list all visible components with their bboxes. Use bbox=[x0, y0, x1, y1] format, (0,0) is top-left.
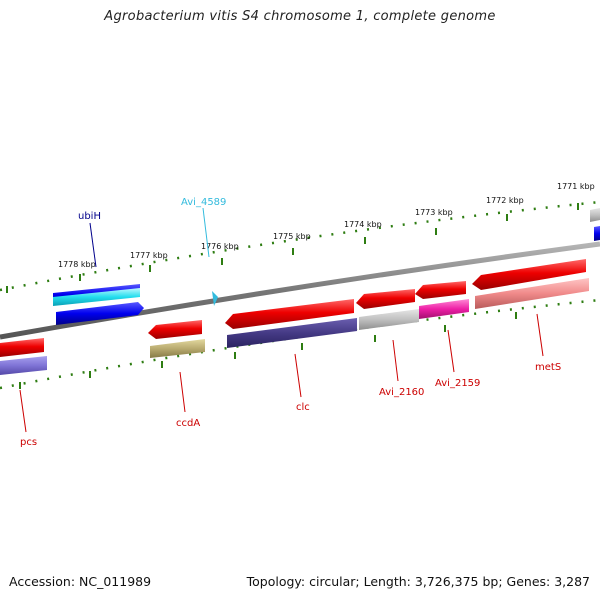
edge-gray-feature[interactable] bbox=[590, 208, 600, 222]
gene-leader-lines bbox=[19, 207, 544, 433]
avi-2159-gene-feature[interactable] bbox=[415, 281, 466, 299]
kbp-label-1778: 1778 kbp bbox=[58, 260, 96, 269]
gene-label-avi-2160[interactable]: Avi_2160 bbox=[379, 387, 424, 398]
cyan-gene-feature[interactable] bbox=[53, 288, 140, 306]
left-red-gene-feature[interactable] bbox=[0, 338, 44, 357]
kbp-tick-labels: 1778 kbp 1777 kbp 1776 kbp 1775 kbp 1774… bbox=[58, 182, 595, 269]
avi-2159-partner-feature[interactable] bbox=[419, 299, 469, 319]
ccdA-gene-feature[interactable] bbox=[148, 320, 202, 339]
avi-2160-gene-feature[interactable] bbox=[356, 289, 415, 309]
gene-label-pcs[interactable]: pcs bbox=[20, 437, 37, 448]
metS-gene-feature[interactable] bbox=[472, 259, 586, 290]
genome-backbone bbox=[0, 241, 600, 340]
ccdA-partner-feature[interactable] bbox=[150, 339, 205, 358]
outer-tick-ring bbox=[0, 200, 600, 292]
clc-partner-feature[interactable] bbox=[227, 318, 357, 348]
avi-2160-partner-feature[interactable] bbox=[359, 309, 419, 330]
reverse-strand-features bbox=[0, 278, 589, 375]
gene-label-ubiH[interactable]: ubiH bbox=[78, 211, 101, 222]
avi-4589-feature[interactable] bbox=[212, 291, 218, 306]
clc-gene-feature[interactable] bbox=[225, 299, 354, 329]
gene-label-ccdA[interactable]: ccdA bbox=[176, 418, 200, 429]
kbp-label-1772: 1772 kbp bbox=[486, 196, 524, 205]
inner-tick-ring bbox=[0, 298, 600, 390]
kbp-label-1777: 1777 kbp bbox=[130, 251, 168, 260]
forward-strand-features bbox=[0, 208, 600, 357]
genome-summary-label: Topology: circular; Length: 3,726,375 bp… bbox=[246, 574, 590, 589]
outer-major-ticks bbox=[6, 203, 579, 293]
gene-label-clc[interactable]: clc bbox=[296, 402, 310, 413]
kbp-label-1771: 1771 kbp bbox=[557, 182, 595, 191]
metS-partner-feature[interactable] bbox=[475, 278, 589, 309]
accession-label: Accession: NC_011989 bbox=[9, 574, 152, 589]
kbp-label-1773: 1773 kbp bbox=[415, 208, 453, 217]
gene-label-avi-4589[interactable]: Avi_4589 bbox=[181, 197, 226, 208]
pcs-gene-feature[interactable] bbox=[0, 356, 47, 375]
map-title: Agrobacterium vitis S4 chromosome 1, com… bbox=[104, 9, 496, 24]
kbp-label-1774: 1774 kbp bbox=[344, 220, 382, 229]
inner-major-ticks bbox=[19, 312, 517, 389]
gene-labels: ubiH Avi_4589 pcs ccdA clc Avi_2160 Avi_… bbox=[20, 197, 561, 448]
gene-label-avi-2159[interactable]: Avi_2159 bbox=[435, 378, 480, 389]
edge-blue-feature[interactable] bbox=[594, 226, 600, 241]
kbp-label-1775: 1775 kbp bbox=[273, 232, 311, 241]
gene-label-metS[interactable]: metS bbox=[535, 362, 561, 373]
blue-gene-feature[interactable] bbox=[56, 302, 144, 325]
kbp-label-1776: 1776 kbp bbox=[201, 242, 239, 251]
